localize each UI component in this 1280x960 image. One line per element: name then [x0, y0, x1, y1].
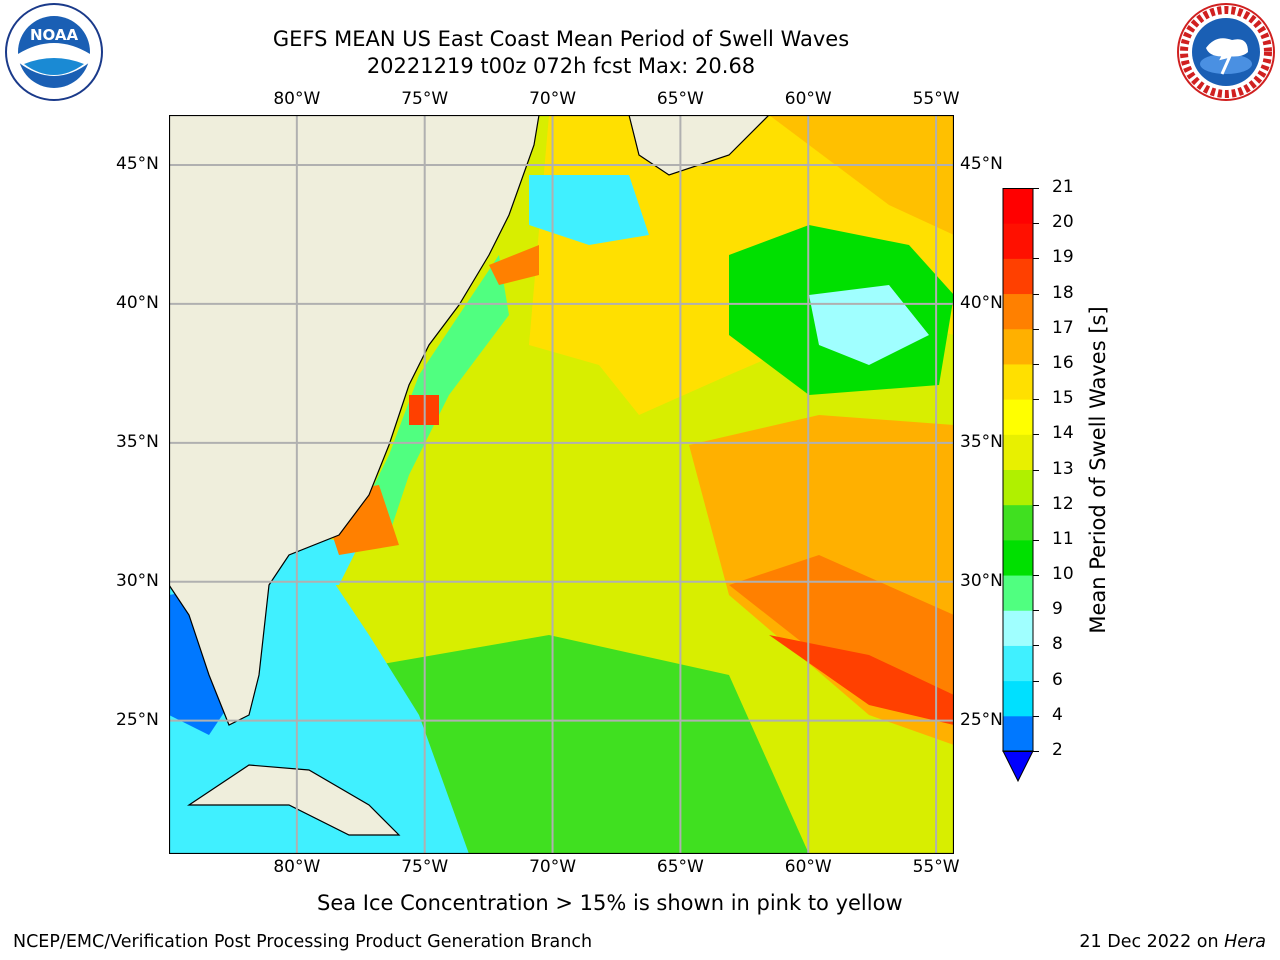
footer-date-text: 21 Dec 2022 on: [1079, 932, 1219, 952]
map-subtitle: 20221219 t00z 072h fcst Max: 20.68: [366, 54, 756, 78]
colorbar-swatch: [1003, 363, 1033, 400]
colorbar-tick-label: 18: [1052, 282, 1074, 303]
colorbar: [1002, 188, 1036, 788]
colorbar-tick-label: 11: [1052, 528, 1074, 549]
colorbar-tick-mark: [1033, 188, 1039, 189]
lat-label-right: 35°N: [960, 431, 1003, 452]
colorbar-swatch: [1003, 328, 1033, 365]
lat-label-right: 40°N: [960, 292, 1003, 313]
lon-label-top: 75°W: [401, 89, 449, 109]
lat-label-left: 40°N: [116, 292, 159, 313]
map-title: GEFS MEAN US East Coast Mean Period of S…: [272, 27, 850, 51]
colorbar-tick-mark: [1033, 469, 1039, 471]
colorbar-tick-label: 20: [1052, 212, 1074, 233]
lon-label-bottom: 60°W: [784, 857, 832, 877]
lon-label-top: 60°W: [784, 89, 832, 109]
colorbar-tick-mark: [1033, 539, 1039, 541]
sea-ice-note: Sea Ice Concentration > 15% is shown in …: [317, 891, 903, 915]
colorbar-extend-arrow: [1002, 750, 1034, 783]
footer-date: 21 Dec 2022 on Hera: [1079, 932, 1266, 952]
colorbar-swatch: [1003, 680, 1033, 717]
map-frame: [168, 114, 955, 855]
colorbar-tick-label: 4: [1052, 704, 1063, 725]
swell-period-field: [169, 115, 954, 854]
land-mass: [169, 115, 770, 836]
graticule: [169, 115, 954, 854]
colorbar-tick-mark: [1033, 715, 1039, 717]
footer-machine: Hera: [1224, 932, 1266, 952]
colorbar-tick-label: 9: [1052, 599, 1063, 620]
lat-label-right: 30°N: [960, 570, 1003, 591]
colorbar-tick-label: 6: [1052, 669, 1063, 690]
colorbar-tick-label: 8: [1052, 634, 1063, 655]
svg-text:NOAA: NOAA: [30, 26, 79, 44]
colorbar-tick-label: 19: [1052, 247, 1074, 268]
lon-label-bottom: 75°W: [401, 857, 449, 877]
lat-label-right: 45°N: [960, 154, 1003, 174]
footer-credit: NCEP/EMC/Verification Post Processing Pr…: [13, 932, 593, 952]
colorbar-tick-mark: [1033, 645, 1039, 647]
lon-label-top: 70°W: [529, 89, 577, 109]
colorbar-tick-label: 13: [1052, 458, 1074, 479]
colorbar-swatch: [1003, 575, 1033, 611]
colorbar-swatch: [1003, 715, 1033, 752]
colorbar-tick-mark: [1033, 363, 1039, 365]
lat-label-right: 25°N: [960, 709, 1003, 730]
colorbar-tick-label: 16: [1052, 352, 1074, 373]
lon-label-top: 55°W: [912, 89, 960, 109]
lon-label-bottom: 65°W: [656, 857, 704, 877]
colorbar-swatch: [1003, 399, 1033, 435]
colorbar-tick-label: 17: [1052, 317, 1074, 338]
colorbar-tick-label: 21: [1052, 177, 1074, 197]
colorbar-tick-label: 2: [1052, 740, 1063, 760]
colorbar-tick-mark: [1033, 504, 1039, 506]
lat-label-left: 30°N: [116, 570, 159, 591]
lon-label-bottom: 55°W: [912, 857, 960, 877]
colorbar-tick-mark: [1033, 434, 1039, 436]
colorbar-tick-mark: [1033, 223, 1039, 225]
colorbar-tick-label: 10: [1052, 564, 1074, 585]
colorbar-tick-label: 14: [1052, 423, 1074, 444]
lat-label-left: 35°N: [116, 431, 159, 452]
colorbar-swatch: [1003, 469, 1033, 506]
nws-logo: [1176, 2, 1276, 102]
colorbar-swatch: [1003, 223, 1033, 259]
lat-label-left: 45°N: [116, 154, 159, 174]
lat-label-left: 25°N: [116, 709, 159, 730]
noaa-logo: NOAA: [4, 2, 104, 102]
colorbar-swatch: [1003, 188, 1033, 224]
colorbar-tick-mark: [1033, 258, 1039, 260]
colorbar-tick-mark: [1033, 610, 1039, 612]
colorbar-swatch: [1003, 434, 1033, 470]
map-panel: [168, 114, 955, 855]
lon-label-bottom: 70°W: [529, 857, 577, 877]
colorbar-tick-mark: [1033, 575, 1039, 577]
colorbar-swatch: [1003, 610, 1033, 646]
colorbar-tick-mark: [1033, 293, 1039, 295]
colorbar-label: Mean Period of Swell Waves [s]: [1086, 306, 1110, 634]
colorbar-tick-mark: [1033, 680, 1039, 682]
colorbar-swatch: [1003, 258, 1033, 295]
lon-label-top: 65°W: [656, 89, 704, 109]
colorbar-tick-label: 12: [1052, 493, 1074, 514]
colorbar-tick-mark: [1033, 751, 1039, 752]
colorbar-swatch: [1003, 539, 1033, 576]
colorbar-tick-mark: [1033, 399, 1039, 401]
lon-label-top: 80°W: [273, 89, 321, 109]
colorbar-swatch: [1003, 504, 1033, 541]
colorbar-tick-label: 15: [1052, 388, 1074, 409]
lon-label-bottom: 80°W: [273, 857, 321, 877]
colorbar-tick-mark: [1033, 328, 1039, 330]
colorbar-swatch: [1003, 645, 1033, 682]
colorbar-swatch: [1003, 293, 1033, 330]
